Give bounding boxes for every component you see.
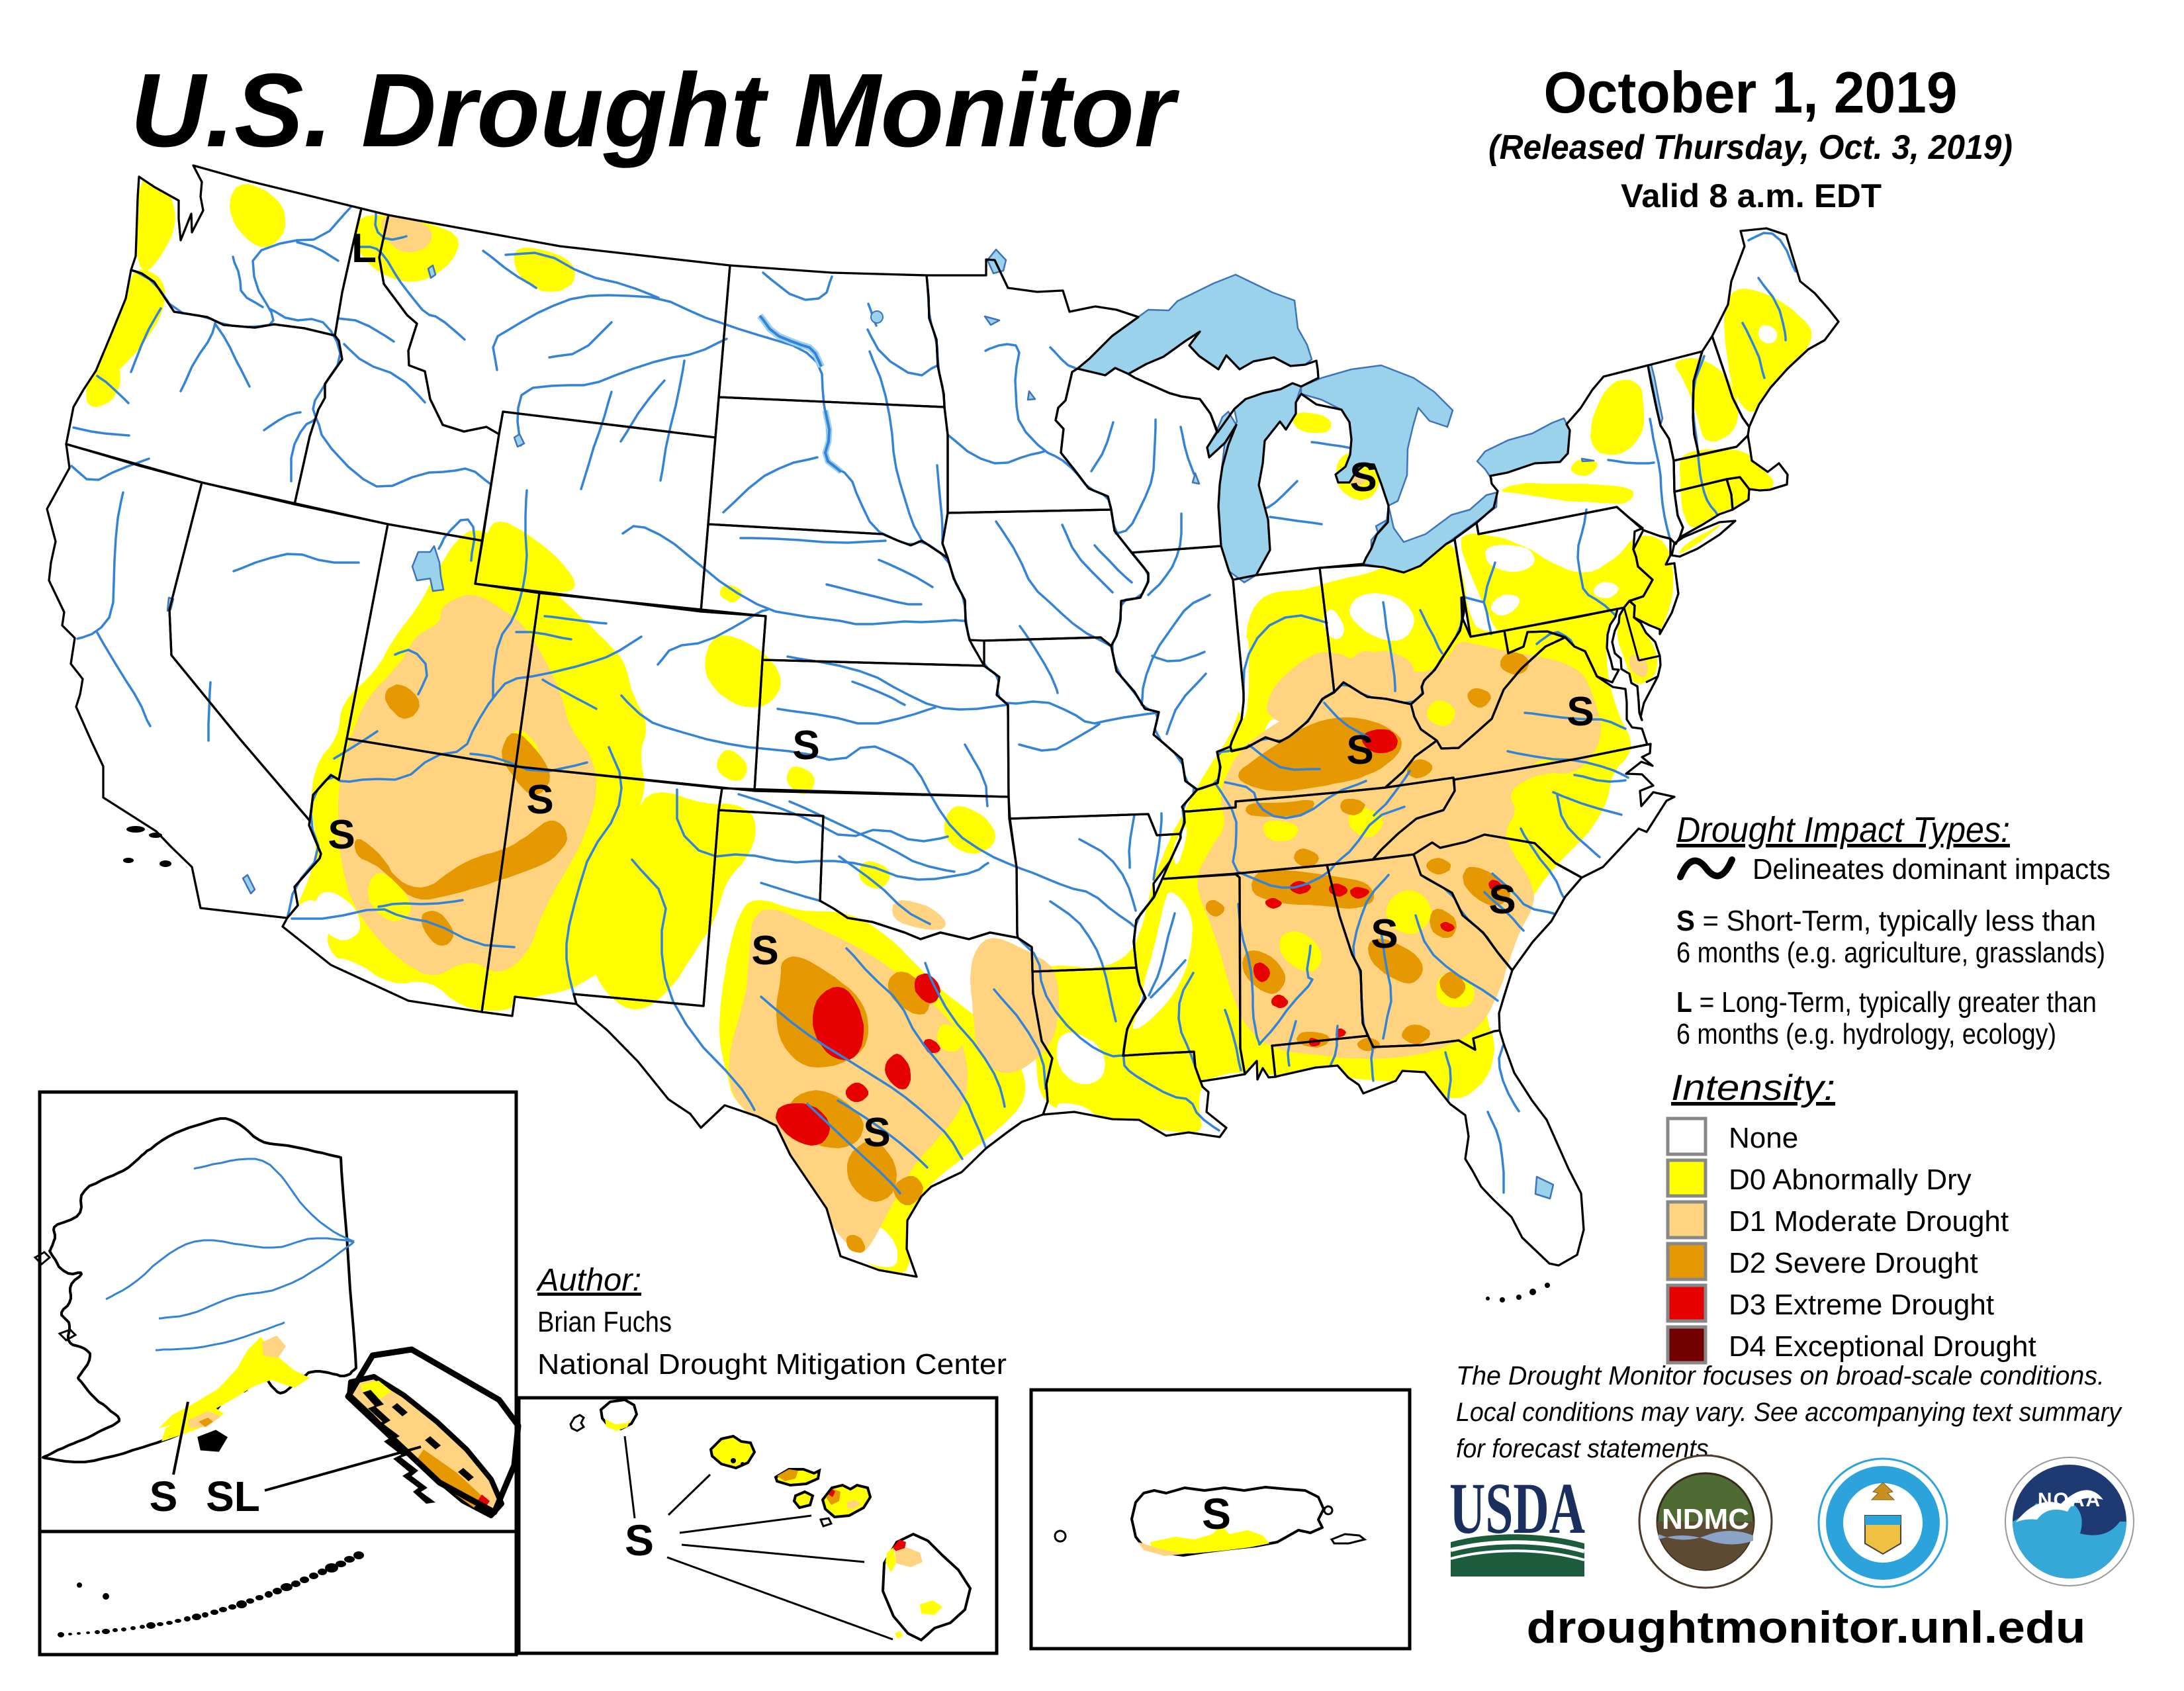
svg-text:D2 Severe Drought: D2 Severe Drought: [1729, 1247, 1978, 1279]
svg-text:S: S: [1349, 455, 1377, 500]
svg-text:S: S: [792, 723, 819, 768]
svg-text:S: S: [150, 1473, 178, 1520]
svg-text:S: S: [625, 1516, 654, 1565]
svg-text:S: S: [328, 812, 355, 858]
svg-text:Local conditions may vary. See: Local conditions may vary. See accompany…: [1456, 1398, 2123, 1427]
svg-text:NOAA: NOAA: [2038, 1489, 2101, 1511]
svg-text:S: S: [1346, 727, 1373, 773]
svg-text:S: S: [1202, 1489, 1231, 1538]
svg-text:S: S: [526, 777, 553, 823]
svg-text:National Drought Mitigation Ce: National Drought Mitigation Center: [537, 1348, 1007, 1381]
svg-text:6 months (e.g. agriculture, gr: 6 months (e.g. agriculture, grasslands): [1676, 937, 2105, 969]
svg-text:None: None: [1729, 1122, 1798, 1154]
svg-text:for forecast statements.: for forecast statements.: [1456, 1434, 1715, 1463]
svg-text:October 1, 2019: October 1, 2019: [1544, 60, 1958, 125]
svg-text:D4 Exceptional Drought: D4 Exceptional Drought: [1729, 1330, 2036, 1363]
svg-text:D0 Abnormally Dry: D0 Abnormally Dry: [1729, 1164, 1972, 1196]
svg-text:D1 Moderate Drought: D1 Moderate Drought: [1729, 1205, 2009, 1238]
svg-text:Valid 8 a.m. EDT: Valid 8 a.m. EDT: [1621, 177, 1882, 214]
svg-text:S: S: [1488, 877, 1516, 923]
svg-text:S: S: [1371, 911, 1398, 957]
svg-text:Brian Fuchs: Brian Fuchs: [537, 1306, 672, 1338]
svg-text:SL: SL: [206, 1473, 260, 1520]
svg-text:S: S: [1567, 689, 1594, 735]
svg-text:The Drought Monitor focuses on: The Drought Monitor focuses on broad-sca…: [1456, 1361, 2105, 1391]
svg-text:S: S: [751, 928, 778, 974]
svg-text:Intensity:: Intensity:: [1671, 1067, 1835, 1108]
svg-text:droughtmonitor.unl.edu: droughtmonitor.unl.edu: [1527, 1602, 2086, 1653]
svg-text:S: S: [863, 1110, 890, 1156]
svg-text:D3 Extreme Drought: D3 Extreme Drought: [1729, 1289, 1994, 1321]
svg-text:NDMC: NDMC: [1662, 1503, 1749, 1535]
svg-text:U.S. Drought Monitor: U.S. Drought Monitor: [130, 52, 1179, 169]
svg-text:S = Short-Term, typically less: S = Short-Term, typically less than: [1676, 905, 2096, 937]
svg-text:6 months (e.g. hydrology, ecol: 6 months (e.g. hydrology, ecology): [1676, 1018, 2056, 1050]
svg-text:Author:: Author:: [535, 1263, 641, 1298]
svg-text:Drought Impact Types:: Drought Impact Types:: [1676, 810, 2010, 850]
svg-text:L = Long-Term, typically great: L = Long-Term, typically greater than: [1676, 986, 2097, 1019]
svg-text:L: L: [351, 226, 377, 271]
svg-text:Delineates dominant impacts: Delineates dominant impacts: [1752, 853, 2111, 886]
svg-text:(Released Thursday, Oct. 3, 20: (Released Thursday, Oct. 3, 2019): [1488, 128, 2013, 167]
